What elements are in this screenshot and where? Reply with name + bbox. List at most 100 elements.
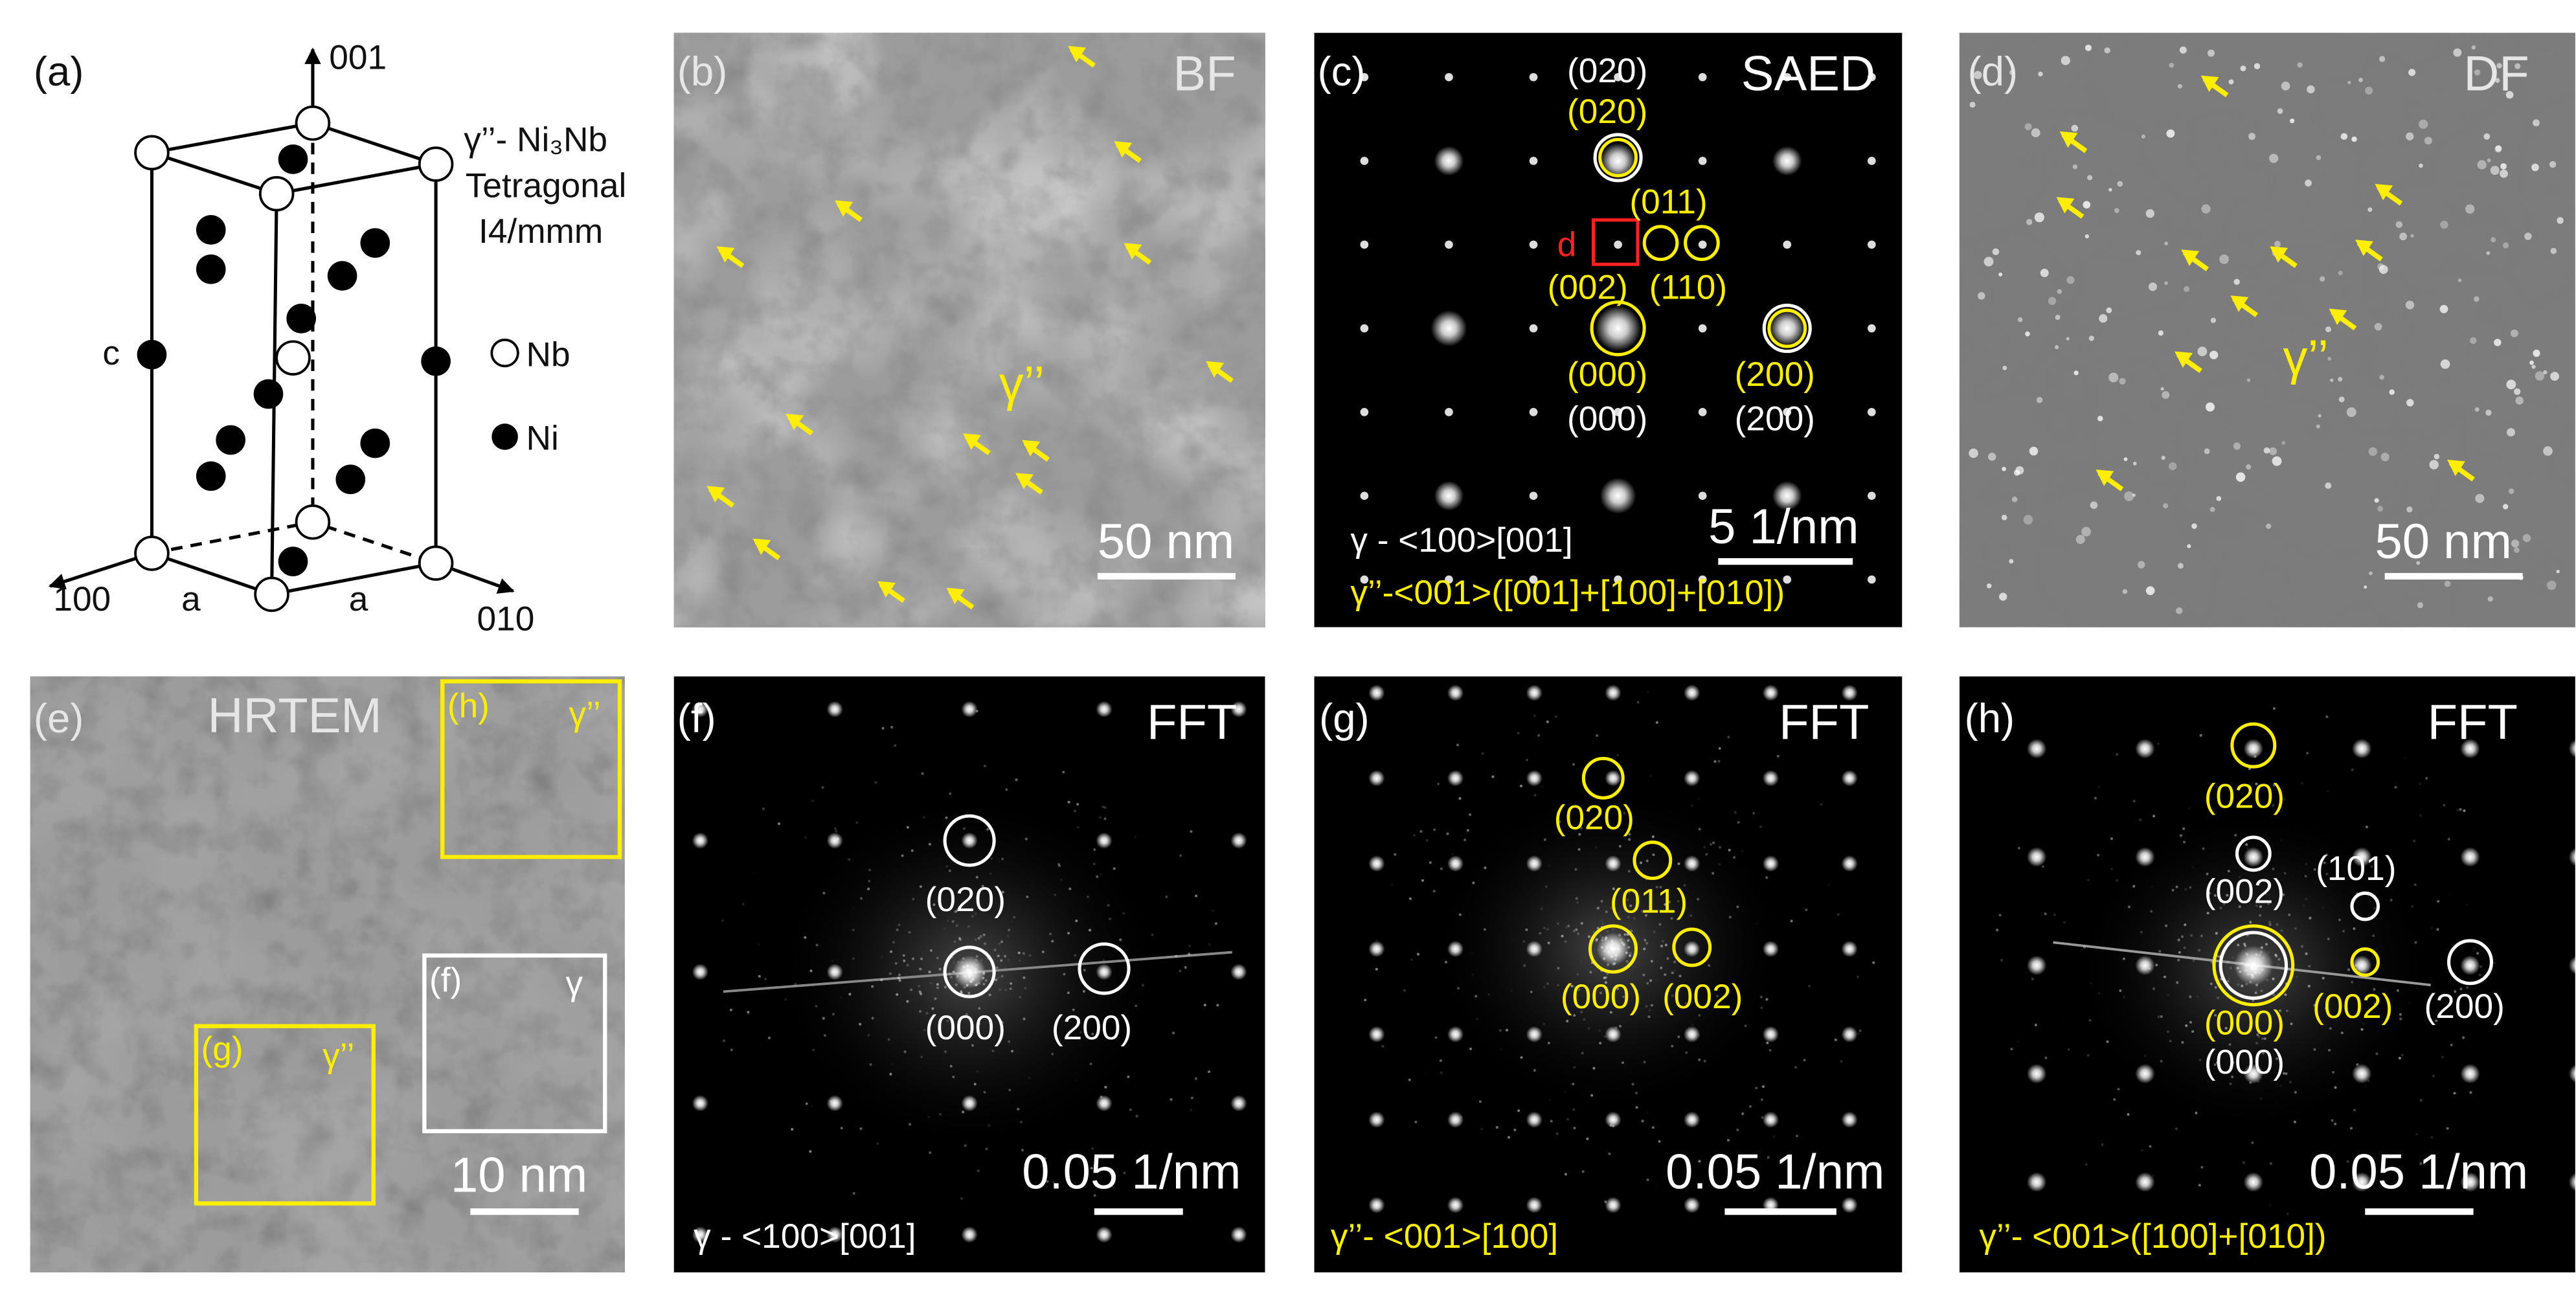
noise [1759,995,1763,998]
noise [1621,995,1625,998]
noise [1482,918,1484,920]
axis-label: 001 [329,38,387,76]
noise [1752,812,1756,815]
noise [1578,833,1581,836]
precipitate [2175,607,2183,615]
noise [2276,1101,2278,1103]
precipitate [2207,49,2215,57]
region-box [422,953,607,1134]
noise [2329,1027,2332,1030]
noise [2469,1091,2472,1094]
noise [1135,1004,1138,1008]
noise [1609,944,1612,947]
noise [1523,964,1526,967]
noise [1610,940,1614,943]
spot [2135,738,2155,759]
spot [1698,73,1707,82]
noise [1776,754,1779,758]
noise [980,958,984,962]
noise [1566,1118,1570,1121]
noise [2261,1052,2265,1055]
spot [2460,630,2480,651]
noise [2252,960,2255,964]
spot [1096,701,1113,717]
noise [2274,953,2277,956]
noise [876,1142,879,1145]
spot [1368,1111,1385,1128]
noise [938,967,942,971]
noise [2253,963,2256,966]
noise [2307,984,2310,987]
noise [2229,1082,2232,1085]
spot [2135,630,2155,651]
noise [2250,973,2254,976]
noise [1556,984,1559,987]
spot [1868,73,1876,82]
noise [1517,1109,1520,1112]
noise [852,957,855,960]
noise [2459,807,2462,811]
noise [932,903,936,907]
noise [741,903,745,906]
precipitate [2025,331,2030,337]
noise [1712,872,1715,875]
noise [2265,1030,2268,1033]
noise [1603,957,1606,960]
noise [1621,1061,1624,1065]
noise [1698,828,1701,831]
noise [1086,896,1089,899]
noise [1151,933,1154,936]
noise [2113,1098,2116,1101]
spot [1096,1095,1113,1112]
noise [2246,953,2249,956]
noise [2195,1111,2198,1114]
noise [1005,788,1008,791]
noise [1090,1167,1093,1170]
noise [1710,842,1713,846]
noise [951,920,955,923]
noise [948,869,951,872]
legend-label: Ni [526,420,559,458]
noise [2252,976,2255,979]
noise [2181,1041,2184,1044]
noise [1520,784,1523,787]
noise [975,958,978,962]
noise [2182,827,2186,830]
noise [1688,987,1691,991]
spot [1841,684,1858,701]
noise [1705,853,1708,856]
precipitate [2406,399,2414,407]
noise [2117,1088,2120,1091]
spot-label: (110) [1649,268,1727,306]
noise [2251,1141,2254,1144]
noise [2478,973,2481,976]
precipitate [2408,69,2416,76]
noise [1655,886,1658,889]
noise [1651,1126,1655,1129]
noise [2097,853,2100,857]
noise [1575,897,1578,900]
noise [1614,943,1617,947]
spot [2135,847,2155,867]
noise [2346,1160,2349,1163]
noise [1141,984,1144,987]
noise [928,970,931,974]
noise [1717,760,1721,763]
spot [826,964,843,980]
precipitate [2023,515,2033,524]
noise [969,970,973,973]
precipitate [2248,133,2256,141]
spot-marker [1762,304,1812,354]
noise [943,1050,947,1054]
spot-label: (000) [1567,400,1647,438]
noise [1760,1006,1763,1009]
noise [874,781,877,784]
precipitate [2543,446,2553,456]
noise [1530,990,1533,993]
noise [2245,982,2248,986]
noise [1651,835,1655,839]
precipitate [2106,307,2112,313]
noise [1208,1070,1211,1074]
noise [2238,905,2241,908]
noise [1074,954,1077,957]
